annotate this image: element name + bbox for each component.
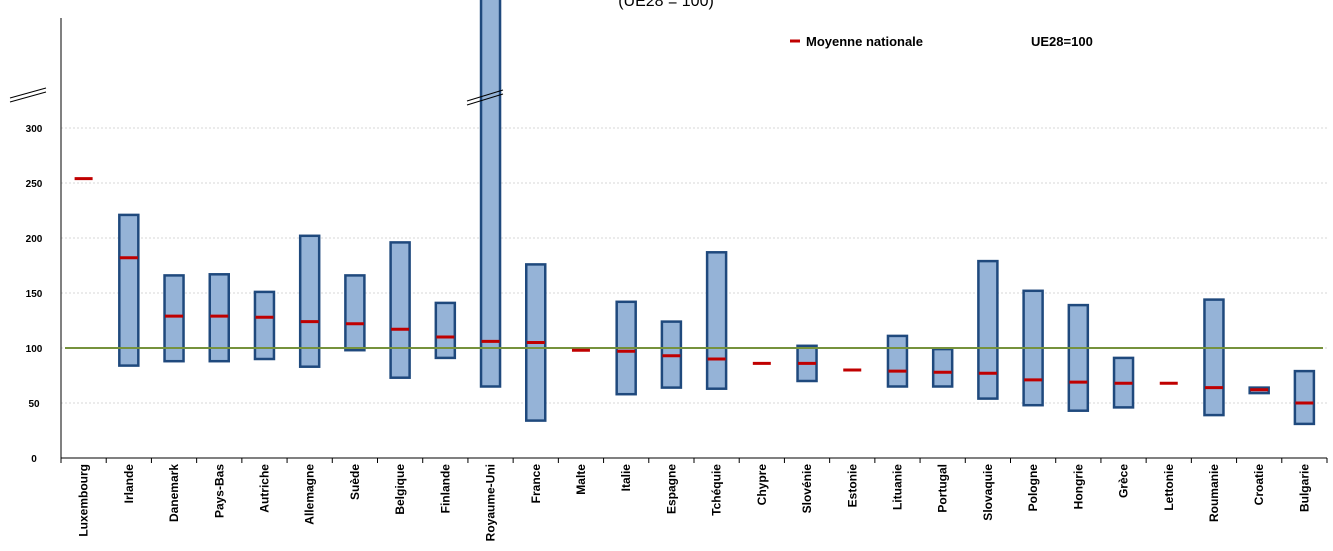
range-box <box>931 347 954 388</box>
range-box <box>389 241 411 379</box>
category-label: Bulgarie <box>1297 464 1311 512</box>
y-tick-label: 0 <box>31 454 37 465</box>
category-label: Autriche <box>257 464 271 513</box>
range-box <box>977 259 999 400</box>
category-label: Lituanie <box>890 464 904 510</box>
category-label: Croatie <box>1252 464 1266 506</box>
legend-mean-label: Moyenne nationale <box>806 34 923 49</box>
chart-title: (UE28 = 100) <box>618 0 714 10</box>
axis-break-mark <box>466 89 504 102</box>
category-label: Pologne <box>1026 464 1040 512</box>
category-label: Italie <box>619 464 633 492</box>
range-box <box>208 273 230 363</box>
category-label: Finlande <box>438 464 452 514</box>
category-label: Malte <box>574 464 588 495</box>
range-box <box>1203 298 1225 417</box>
category-label: Pays-Bas <box>212 464 226 518</box>
legend: Moyenne nationale UE28=100 <box>790 34 1093 49</box>
axis-break-marks <box>9 87 504 106</box>
range-box <box>163 274 185 363</box>
category-label: Slovaquie <box>981 464 995 521</box>
category-label: Irlande <box>122 464 136 504</box>
y-tick-label: 300 <box>26 124 43 135</box>
axis-break-mark <box>466 93 504 106</box>
category-label: Danemark <box>167 464 181 522</box>
category-label: Espagne <box>664 464 678 514</box>
range-box <box>886 334 909 388</box>
range-box <box>298 234 321 368</box>
range-box <box>479 0 502 388</box>
category-label: Tchéquie <box>710 464 724 516</box>
range-box <box>1067 303 1090 412</box>
axis-break-mark <box>9 87 47 99</box>
category-label: Lettonie <box>1162 464 1176 511</box>
category-label: Luxembourg <box>77 464 91 537</box>
category-label: Suède <box>348 464 362 500</box>
range-box <box>1293 369 1316 426</box>
category-label: Royaume-Uni <box>484 464 498 541</box>
category-label: Slovénie <box>800 464 814 514</box>
grid-lines <box>61 127 1327 404</box>
category-label: Roumanie <box>1207 464 1221 522</box>
y-tick-labels: 050100150200250300550650 <box>26 124 43 465</box>
category-label: Hongrie <box>1071 464 1085 510</box>
x-tick-marks <box>60 458 1328 463</box>
category-label: Chypre <box>755 464 769 506</box>
y-tick-label: 100 <box>26 344 43 355</box>
range-box <box>344 274 366 352</box>
category-label: Portugal <box>936 464 950 513</box>
mean-markers <box>74 177 1314 405</box>
range-box <box>434 301 457 360</box>
category-label: Grèce <box>1117 464 1131 498</box>
range-box <box>705 251 728 390</box>
y-tick-label: 200 <box>26 234 43 245</box>
y-tick-label: 150 <box>26 289 43 300</box>
y-tick-label: 250 <box>26 179 43 190</box>
category-label: Allemagne <box>303 464 317 525</box>
category-label: Estonie <box>845 464 859 508</box>
category-label: France <box>529 464 543 504</box>
category-labels: Luxembourg Irlande Danemark Pays-Bas Autrich… <box>77 464 1312 542</box>
range-box <box>118 213 140 367</box>
range-box <box>253 290 276 361</box>
category-label: Belgique <box>393 464 407 515</box>
y-tick-label: 50 <box>28 399 40 410</box>
axis-break-mark <box>9 91 47 103</box>
legend-note: UE28=100 <box>1031 34 1093 49</box>
